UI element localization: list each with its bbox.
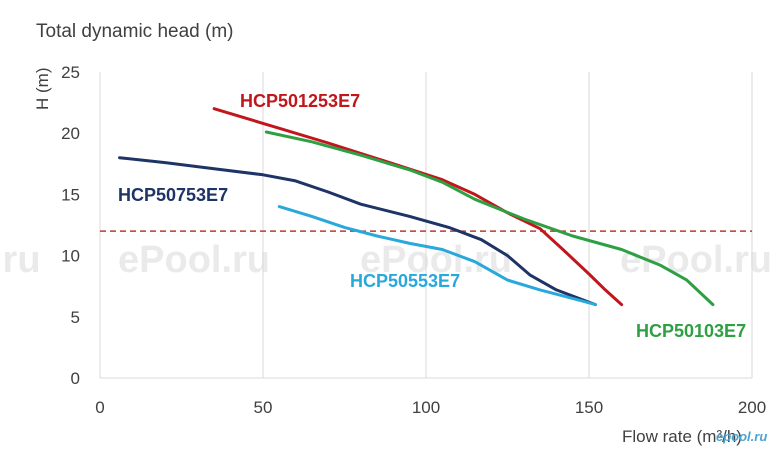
watermark-text: ePool.ru	[620, 239, 772, 281]
series-labels: HCP501253E7 HCP50753E7 HCP50553E7 HCP50103E…	[118, 91, 746, 341]
y-tick-label: 15	[61, 185, 80, 204]
watermark-text: ePool.ru	[360, 239, 512, 281]
chart-title: Total dynamic head (m)	[36, 21, 233, 42]
axis-ticks: 0 50 100 150 200 0 5 10 15 20 25	[61, 63, 766, 417]
series-layer	[118, 107, 715, 307]
y-tick-label: 10	[61, 247, 80, 266]
series-line-hcp501253e7	[212, 107, 624, 307]
x-tick-label: 150	[575, 398, 603, 417]
y-tick-label: 20	[61, 124, 80, 143]
brand-logo: epool.ru	[716, 429, 767, 444]
y-axis-label: H (m)	[33, 68, 52, 110]
series-label-hcp50553e7: HCP50553E7	[350, 271, 460, 291]
x-tick-label: 100	[412, 398, 440, 417]
series-line-hcp50103e7	[264, 130, 715, 307]
x-tick-label: 0	[95, 398, 104, 417]
grid-lines	[99, 72, 753, 379]
series-label-hcp50753e7: HCP50753E7	[118, 185, 228, 205]
watermark-text: .ru	[0, 239, 41, 281]
series-line-hcp50553e7	[277, 205, 597, 307]
y-tick-label: 25	[61, 63, 80, 82]
x-tick-label: 200	[738, 398, 766, 417]
watermark-layer: ePool.ru ePool.ru ePool.ru .ru	[0, 239, 772, 281]
x-axis-label: Flow rate (m³/h)	[622, 427, 742, 446]
y-tick-label: 5	[71, 308, 80, 327]
series-line-hcp50753e7	[118, 156, 597, 307]
watermark-text: ePool.ru	[118, 239, 270, 281]
x-tick-label: 50	[254, 398, 273, 417]
y-tick-label: 0	[71, 369, 80, 388]
series-label-hcp50103e7: HCP50103E7	[636, 321, 746, 341]
series-label-hcp501253e7: HCP501253E7	[240, 91, 360, 111]
